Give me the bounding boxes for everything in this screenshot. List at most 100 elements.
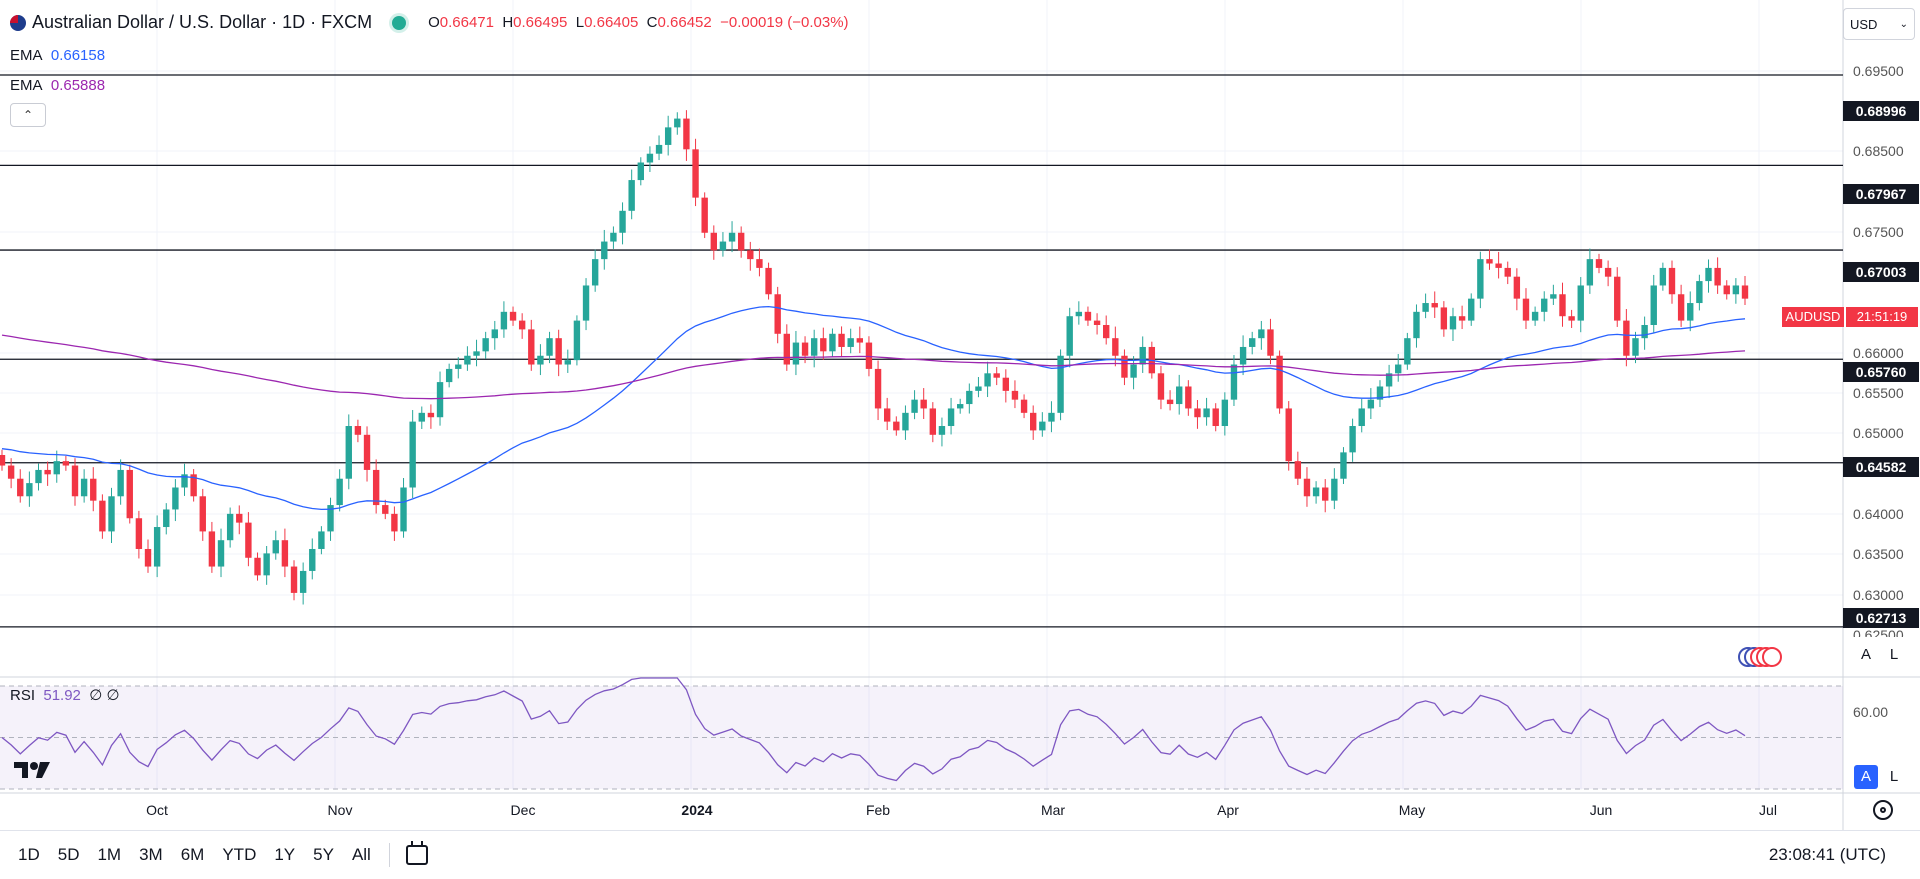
candle-body	[1495, 263, 1502, 268]
candle-body	[1221, 399, 1229, 427]
candle-body	[1303, 478, 1311, 497]
auto-scale-button[interactable]: A	[1860, 646, 1871, 663]
candle-body	[1541, 298, 1548, 312]
candle-body	[199, 496, 206, 532]
range-1y[interactable]: 1Y	[274, 845, 296, 864]
candle-body	[1623, 320, 1630, 356]
candle-body	[1650, 285, 1657, 325]
candle-body	[436, 382, 444, 418]
level-label[interactable]: 0.62713	[1843, 608, 1919, 628]
ema-slow-legend[interactable]: EMA 0.65888	[10, 77, 106, 94]
range-all[interactable]: All	[351, 845, 371, 864]
candle-body	[564, 360, 571, 365]
candle-body	[728, 232, 736, 242]
candle-body	[1112, 338, 1119, 356]
candle-body	[975, 386, 982, 391]
level-label[interactable]: 0.67003	[1843, 262, 1919, 282]
range-ytd[interactable]: YTD	[222, 845, 257, 864]
candle-body	[1577, 285, 1584, 321]
candle-body	[1084, 311, 1092, 321]
candle-body	[236, 513, 243, 523]
candle-body	[509, 311, 517, 321]
range-5y[interactable]: 5Y	[313, 845, 334, 864]
candle-body	[53, 461, 60, 475]
candle-body	[783, 333, 791, 365]
candle-body	[774, 294, 781, 334]
candle-body	[391, 513, 398, 532]
candle-body	[1705, 267, 1712, 282]
candle-body	[792, 342, 800, 365]
candle-body	[153, 527, 161, 567]
candle-body	[838, 333, 845, 347]
candle-body	[1413, 311, 1420, 339]
candle-body	[601, 241, 608, 260]
candle-body	[683, 118, 690, 150]
candle-body	[847, 338, 854, 347]
candle-body	[1030, 412, 1037, 431]
range-1d[interactable]: 1D	[18, 845, 40, 864]
candle-body	[1550, 294, 1557, 299]
candle-body	[409, 421, 416, 488]
range-6m[interactable]: 6M	[180, 845, 205, 864]
currency-select[interactable]: USD ⌄	[1843, 8, 1915, 40]
candle-body	[1203, 408, 1210, 418]
log-scale-button[interactable]: L	[1889, 646, 1899, 663]
rsi-legend[interactable]: RSI 51.92 ∅ ∅	[10, 687, 120, 704]
calendar-icon[interactable]	[405, 841, 428, 865]
candle-body	[1440, 307, 1448, 330]
range-3m[interactable]: 3M	[139, 845, 163, 864]
candle-body	[363, 434, 371, 470]
candle-body	[756, 259, 763, 268]
candle-body	[1723, 285, 1730, 295]
ema-fast-legend[interactable]: EMA 0.66158	[10, 47, 106, 64]
candle-body	[1322, 487, 1329, 501]
candle-body	[1194, 408, 1201, 418]
time-label: Jun	[1589, 802, 1613, 818]
candle-body	[181, 474, 188, 488]
collapse-legend-button[interactable]: ⌃	[10, 103, 46, 127]
candle-body	[1449, 316, 1457, 330]
symbol-title[interactable]: Australian Dollar / U.S. Dollar · 1D · F…	[32, 12, 373, 32]
candle-body	[920, 399, 927, 409]
chevron-up-icon: ⌃	[22, 108, 34, 122]
candle-body	[1093, 320, 1101, 325]
candle-body	[0, 455, 6, 466]
candle-body	[810, 338, 818, 356]
time-label: May	[1398, 802, 1426, 818]
utc-clock[interactable]: 23:08:41 (UTC)	[1768, 845, 1886, 864]
candle-body	[1458, 316, 1466, 321]
symbol-legend[interactable]: Australian Dollar / U.S. Dollar · 1D · F…	[10, 12, 849, 33]
candle-body	[655, 144, 663, 154]
candle-body	[1039, 421, 1046, 431]
candle-body	[1659, 267, 1667, 286]
level-label[interactable]: 0.64582	[1843, 457, 1919, 477]
candle-body	[1166, 399, 1174, 405]
candle-body	[1340, 452, 1347, 479]
ema-slow-line	[1, 334, 1746, 400]
candle-body	[309, 548, 316, 571]
candle-body	[1677, 294, 1685, 321]
candle-body	[610, 232, 617, 242]
range-1m[interactable]: 1M	[97, 845, 122, 864]
candle-body	[1066, 316, 1073, 356]
candle-body	[1586, 259, 1594, 286]
range-5d[interactable]: 5D	[57, 845, 80, 864]
level-label[interactable]: 0.68996	[1843, 101, 1919, 121]
tradingview-logo[interactable]	[14, 760, 52, 786]
candle-body	[1477, 259, 1484, 299]
candle-body	[217, 540, 225, 567]
rsi-log-scale-button[interactable]: L	[1889, 768, 1899, 785]
rsi-auto-scale-button[interactable]: A	[1854, 765, 1878, 789]
candle-body	[1249, 338, 1256, 347]
candle-body	[90, 478, 97, 501]
settings-gear-icon[interactable]	[1873, 800, 1893, 820]
candle-body	[172, 487, 179, 510]
level-label[interactable]: 0.65760	[1843, 362, 1919, 382]
candle-body	[427, 412, 435, 418]
ema-fast-line	[1, 305, 1746, 511]
level-label[interactable]: 0.67967	[1843, 184, 1919, 204]
price-tick: 0.67500	[1853, 224, 1904, 240]
chart-canvas[interactable]	[0, 0, 1920, 830]
price-tick: 0.64000	[1853, 506, 1904, 522]
